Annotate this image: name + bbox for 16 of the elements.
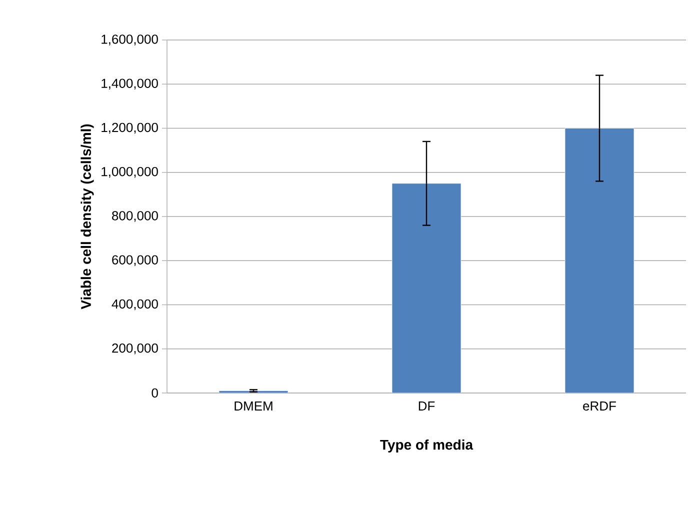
y-tick-label: 1,400,000 (102, 78, 158, 90)
y-tick-label: 600,000 (112, 255, 158, 266)
x-tick-label: DF (418, 402, 435, 410)
bar (392, 183, 462, 393)
bar (564, 128, 634, 393)
y-tick-label: 800,000 (112, 211, 158, 222)
y-tick-label: 1,000,000 (102, 166, 158, 178)
x-axis-title: Type of media (380, 439, 474, 452)
y-tick-label: 1,200,000 (102, 122, 158, 134)
x-tick-label: DMEM (234, 402, 272, 410)
y-tick-label: 200,000 (112, 343, 158, 354)
y-tick-label: 0 (152, 388, 158, 398)
x-tick-label: eRDF (583, 402, 616, 411)
y-tick-label: 1,600,000 (102, 34, 158, 46)
y-tick-label: 400,000 (112, 299, 158, 310)
y-axis-title: Viable cell density (cells/ml) (80, 124, 94, 310)
